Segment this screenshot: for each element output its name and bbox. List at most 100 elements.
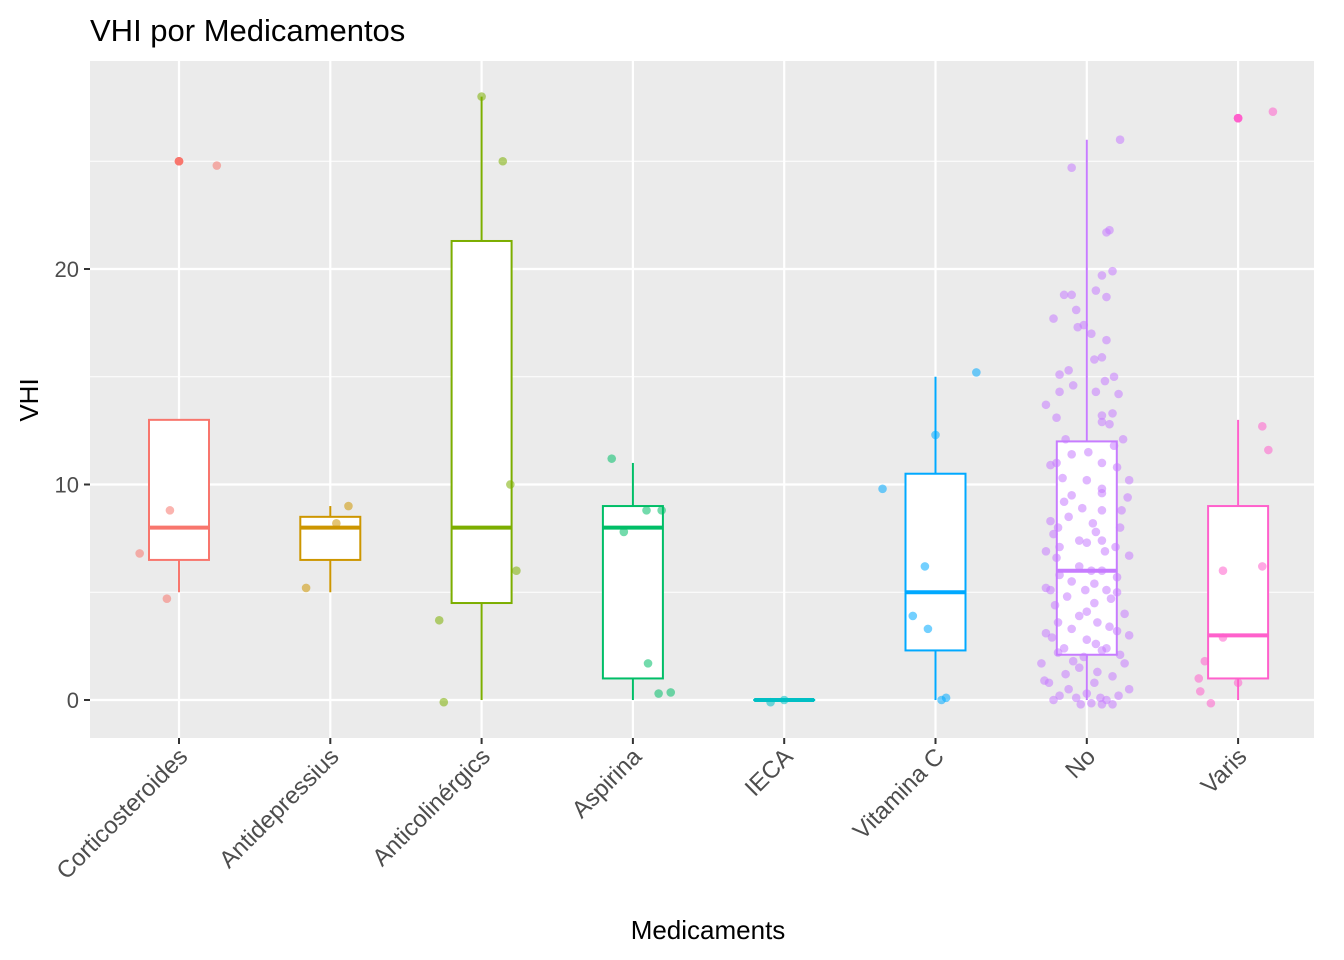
data-point [766, 697, 775, 707]
data-point [1106, 594, 1116, 604]
data-point [1268, 107, 1278, 116]
data-point [1068, 656, 1078, 666]
data-point [1097, 458, 1107, 468]
points-corticosteroides [135, 156, 222, 604]
data-point [1087, 698, 1096, 708]
data-point [301, 583, 311, 593]
y-axis: 0 10 20 [55, 257, 90, 713]
jitter-points [135, 92, 1278, 709]
data-point [1055, 370, 1064, 379]
data-point [1064, 684, 1073, 694]
data-point [654, 689, 663, 698]
data-point [1195, 687, 1205, 696]
data-point [1067, 163, 1076, 173]
data-point [332, 518, 341, 528]
data-point [1109, 372, 1119, 382]
x-tick-label: No [1060, 743, 1101, 784]
data-point [1114, 691, 1123, 700]
box-body [1207, 505, 1270, 680]
x-tick-label: Antidepressius [214, 743, 344, 873]
data-point [165, 506, 175, 515]
y-tick-label: 0 [67, 688, 79, 713]
data-point [1108, 700, 1117, 709]
points-antidepressius [301, 501, 353, 593]
data-point [1102, 585, 1111, 595]
data-point [174, 156, 184, 166]
data-point [1200, 656, 1210, 666]
data-point [344, 501, 353, 511]
data-point [1091, 639, 1101, 649]
data-point [1067, 290, 1076, 300]
data-point [923, 624, 933, 634]
data-point [1118, 434, 1128, 444]
data-point [1082, 607, 1092, 616]
y-tick-label: 20 [55, 257, 79, 282]
data-point [1123, 493, 1132, 502]
y-axis-title: VHI [14, 378, 44, 421]
box-body [450, 239, 513, 605]
data-point [1082, 475, 1092, 485]
data-point [1071, 305, 1081, 315]
data-point [1097, 536, 1107, 545]
data-point [498, 156, 508, 166]
data-point [1037, 659, 1046, 668]
data-point [1264, 445, 1273, 455]
data-point [1115, 135, 1125, 144]
box-body [904, 472, 967, 652]
data-point [1041, 628, 1051, 638]
data-point [1097, 417, 1107, 427]
points-no [1037, 135, 1134, 709]
data-point [1074, 663, 1084, 672]
data-point [1055, 691, 1064, 700]
data-point [434, 615, 444, 625]
data-point [439, 697, 449, 707]
data-point [1055, 387, 1064, 397]
x-axis-title: Medicaments [631, 915, 786, 945]
x-tick-label: Vitamina C [848, 743, 950, 845]
data-point [1061, 434, 1070, 444]
data-point [1071, 693, 1081, 703]
data-point [1258, 422, 1267, 431]
data-point [1052, 413, 1061, 422]
data-point [931, 430, 940, 440]
data-point [1124, 684, 1134, 694]
box-body [299, 515, 362, 561]
data-point [1080, 585, 1090, 595]
data-point [512, 566, 521, 575]
data-point [920, 562, 930, 571]
data-point [643, 659, 653, 668]
data-point [1108, 409, 1117, 418]
data-point [1097, 506, 1107, 515]
data-point [1090, 678, 1099, 688]
data-point [1115, 523, 1125, 532]
data-point [1120, 659, 1129, 668]
data-point [1052, 553, 1061, 563]
x-axis: Corticosteroides Antidepressius Anticoliné… [52, 738, 1253, 885]
data-point [1233, 678, 1243, 688]
data-point [1040, 676, 1049, 685]
box-antidepressius [299, 506, 362, 593]
data-point [1053, 648, 1063, 657]
x-tick-label: Varis [1196, 743, 1253, 800]
data-point [1059, 497, 1069, 507]
data-point [1082, 635, 1092, 644]
data-point [1046, 516, 1055, 526]
data-point [1041, 547, 1051, 556]
data-point [1097, 566, 1107, 575]
data-point [1091, 286, 1101, 295]
data-point [1074, 562, 1084, 571]
data-point [1233, 113, 1243, 123]
data-point [1097, 271, 1107, 280]
data-point [1074, 611, 1084, 621]
data-point [1046, 460, 1055, 470]
data-point [1124, 475, 1134, 485]
data-point [1090, 579, 1099, 588]
box-body [148, 418, 210, 561]
data-point [1068, 381, 1078, 390]
data-point [1112, 572, 1122, 582]
data-point [1067, 624, 1076, 634]
data-point [1077, 503, 1087, 513]
x-tick-label: IECA [740, 743, 799, 802]
data-point [1097, 488, 1107, 498]
